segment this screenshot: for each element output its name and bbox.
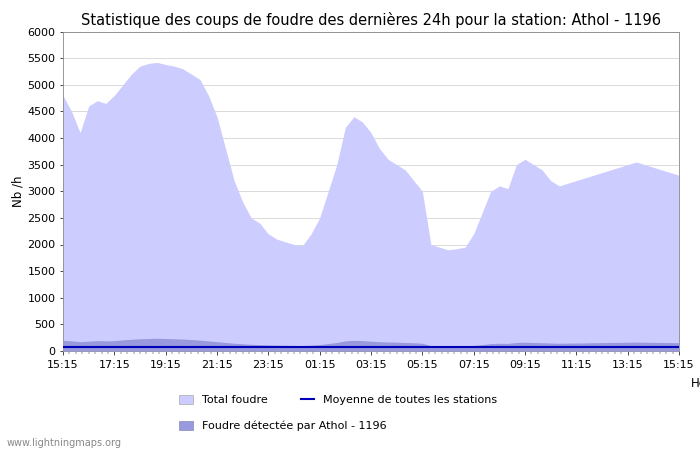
Text: Heure: Heure <box>692 377 700 390</box>
Y-axis label: Nb /h: Nb /h <box>11 176 25 207</box>
Title: Statistique des coups de foudre des dernières 24h pour la station: Athol - 1196: Statistique des coups de foudre des dern… <box>81 12 661 27</box>
Text: www.lightningmaps.org: www.lightningmaps.org <box>7 438 122 448</box>
Legend: Foudre détectée par Athol - 1196: Foudre détectée par Athol - 1196 <box>179 420 386 431</box>
